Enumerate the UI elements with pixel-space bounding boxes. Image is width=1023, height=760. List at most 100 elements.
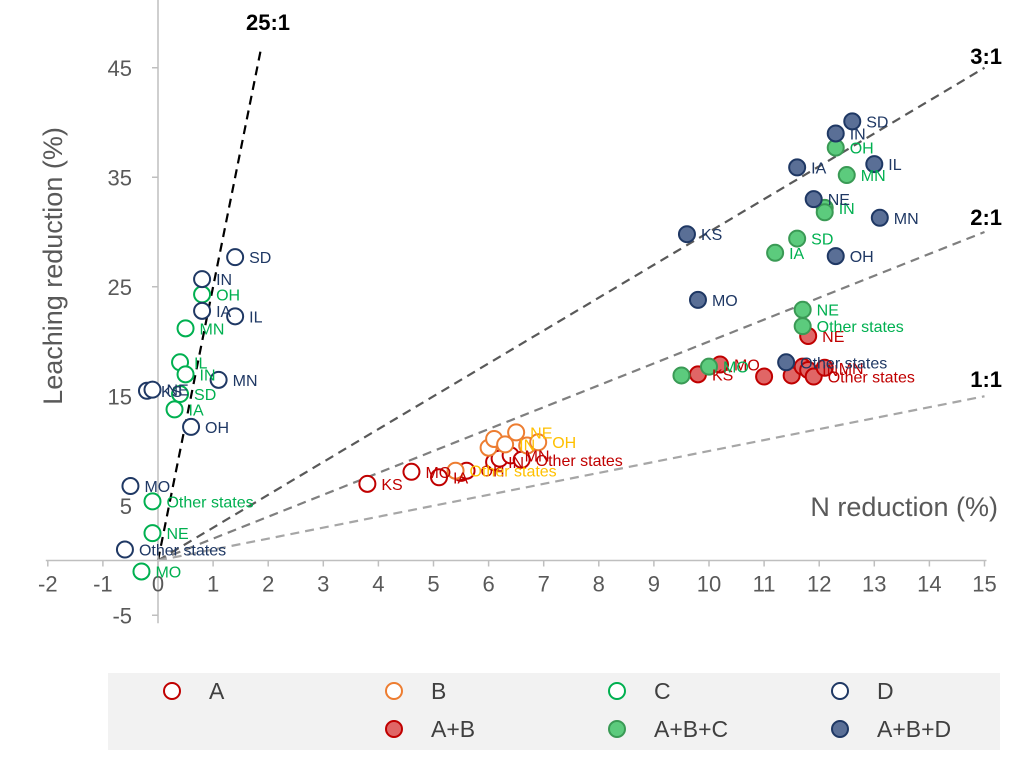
point-label: NE <box>817 303 839 320</box>
data-points <box>115 112 889 581</box>
data-point <box>815 358 834 377</box>
ratio-line <box>157 66 986 562</box>
data-point <box>132 562 151 581</box>
data-point <box>870 208 889 227</box>
point-label: OH <box>205 420 229 437</box>
data-point <box>826 247 845 266</box>
data-point <box>507 423 526 442</box>
point-label: MO <box>155 564 181 581</box>
y-tick-label: -5 <box>112 603 132 628</box>
data-point <box>766 243 785 262</box>
data-point <box>193 270 212 289</box>
point-label: SD <box>811 232 833 249</box>
data-point <box>793 300 812 319</box>
data-point <box>865 155 884 174</box>
point-label: IA <box>811 160 826 177</box>
y-axis-title: Leaching reduction (%) <box>38 127 68 405</box>
data-point <box>402 462 421 481</box>
data-point <box>804 190 823 209</box>
point-label: IN <box>508 455 524 472</box>
point-label: MO <box>425 465 451 482</box>
ratio-lines: 25:1 3:1 2:1 1:1 <box>156 10 1002 562</box>
x-tick-label: 1 <box>207 572 219 597</box>
x-tick-label: 6 <box>482 572 494 597</box>
data-point <box>793 317 812 336</box>
data-point <box>672 366 691 385</box>
x-tick-label: 15 <box>972 572 996 597</box>
data-point <box>837 166 856 185</box>
data-point <box>826 124 845 143</box>
point-label: Other states <box>470 464 557 481</box>
point-label: KS <box>381 477 402 494</box>
x-tick-label: 14 <box>917 572 941 597</box>
point-label: IN <box>850 126 866 143</box>
point-label: IA <box>189 402 204 419</box>
ratio-line-label: 1:1 <box>970 367 1002 392</box>
data-point <box>121 477 140 496</box>
point-label: IN <box>519 437 535 454</box>
point-label: NE <box>166 383 188 400</box>
data-point <box>496 435 515 454</box>
data-point <box>529 433 548 452</box>
ratio-line <box>157 395 985 562</box>
legend-marker <box>163 682 181 700</box>
legend: A B C D A+B A+B+C A+B+D <box>108 673 1000 750</box>
point-label: IA <box>216 304 231 321</box>
x-tick-label: 8 <box>593 572 605 597</box>
data-point <box>788 229 807 248</box>
point-label: MN <box>200 321 225 338</box>
point-label: OH <box>216 287 240 304</box>
data-point <box>143 380 162 399</box>
data-point <box>115 540 134 559</box>
point-label: MO <box>734 357 760 374</box>
data-point <box>358 474 377 493</box>
data-point <box>193 301 212 320</box>
point-label: MO <box>723 360 749 377</box>
point-label: SD <box>866 114 888 131</box>
data-point <box>176 365 195 384</box>
y-tick-label: 15 <box>108 384 132 409</box>
legend-label: A+B <box>431 716 475 742</box>
legend-marker <box>831 682 849 700</box>
point-label: KS <box>712 367 733 384</box>
data-point <box>843 112 862 131</box>
x-tick-label: 12 <box>807 572 831 597</box>
point-label: Other states <box>166 494 253 511</box>
x-tick-label: -2 <box>38 572 58 597</box>
data-point <box>446 461 465 480</box>
y-tick-label: 25 <box>108 275 132 300</box>
legend-marker <box>831 720 849 738</box>
point-label: IN <box>216 272 232 289</box>
data-point <box>677 225 696 244</box>
data-point <box>182 417 201 436</box>
point-label: IN <box>839 201 855 218</box>
y-axis-ticks: -5 5 15 25 35 45 <box>108 56 158 628</box>
point-label: IA <box>789 246 804 263</box>
point-label: Other states <box>828 370 915 387</box>
x-tick-label: 7 <box>538 572 550 597</box>
data-point <box>815 203 834 222</box>
legend-label: D <box>877 678 894 704</box>
data-point <box>176 319 195 338</box>
x-tick-label: 3 <box>317 572 329 597</box>
point-label: Other states <box>817 319 904 336</box>
legend-marker <box>608 682 626 700</box>
x-tick-label: 11 <box>753 572 776 597</box>
legend-marker <box>385 720 403 738</box>
point-label: IA <box>453 470 468 487</box>
point-label: NE <box>530 425 552 442</box>
x-tick-label: 10 <box>697 572 721 597</box>
point-label: IL <box>194 355 207 372</box>
data-point <box>171 385 190 404</box>
point-label: IL <box>888 157 901 174</box>
x-tick-label: 9 <box>648 572 660 597</box>
data-point <box>777 353 796 372</box>
data-point <box>688 290 707 309</box>
x-tick-label: 5 <box>427 572 439 597</box>
legend-marker <box>608 720 626 738</box>
legend-label: A+B+D <box>877 716 951 742</box>
x-tick-label: 4 <box>372 572 384 597</box>
data-point <box>209 370 228 389</box>
point-label: KS <box>701 227 722 244</box>
